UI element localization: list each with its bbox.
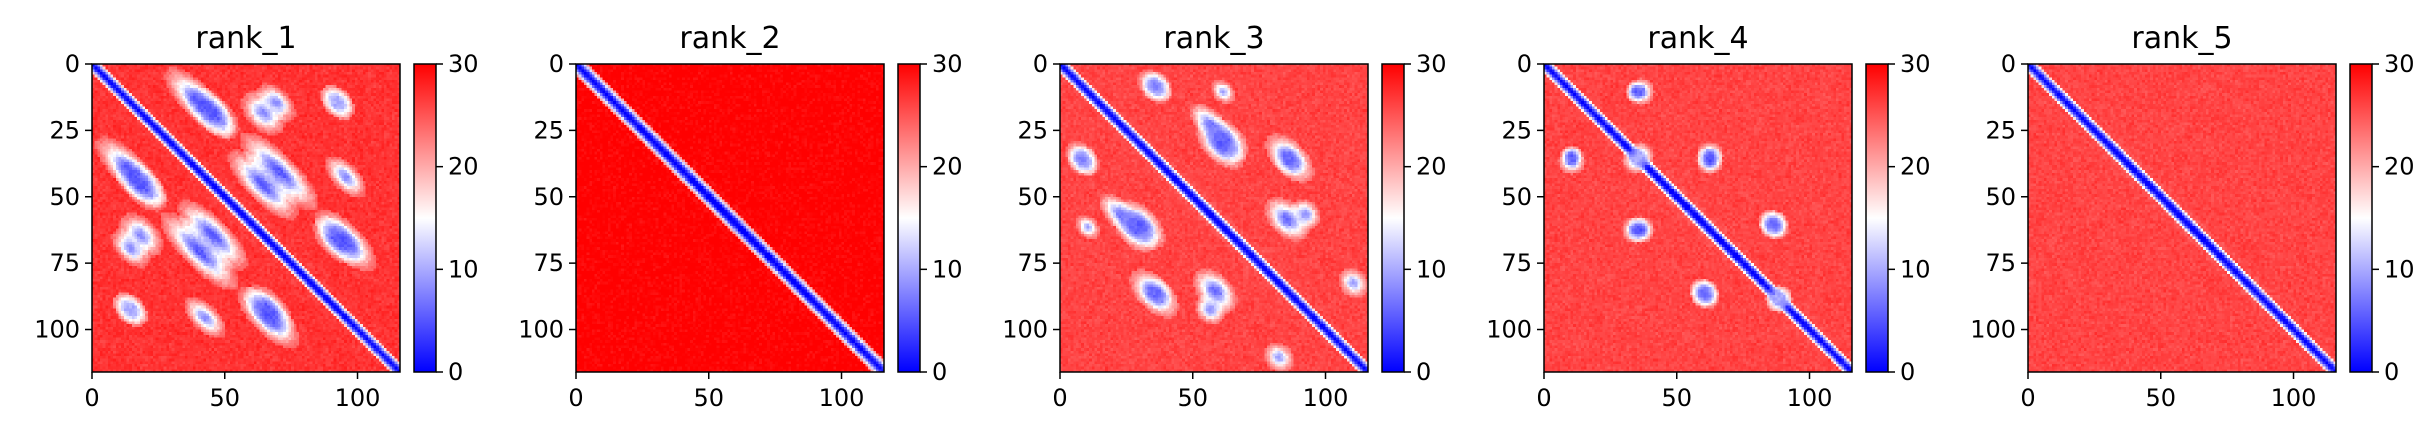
x-tick-label: 0 <box>1052 384 1067 412</box>
x-tick-label: 0 <box>568 384 583 412</box>
y-tick-label: 50 <box>533 183 564 211</box>
plot-frame <box>1059 63 1369 373</box>
y-tick-label: 25 <box>1017 116 1048 144</box>
heatmap-image <box>1060 64 1368 372</box>
heatmap-panel: rank_4 0 50 100 0 25 50 75 100 0 10 20 30 <box>1486 21 1930 412</box>
colorbar <box>1382 64 1404 372</box>
y-tick-label: 75 <box>533 249 564 277</box>
colorbar-tick-label: 0 <box>448 358 463 386</box>
y-tick-label: 75 <box>1017 249 1048 277</box>
y-tick-label: 0 <box>2001 50 2016 78</box>
colorbar-tick-label: 10 <box>448 255 479 283</box>
panel-title: rank_2 <box>679 21 780 56</box>
y-tick-label: 25 <box>1985 116 2016 144</box>
y-tick-label: 25 <box>49 116 80 144</box>
x-tick-label: 50 <box>693 384 724 412</box>
colorbar-tick-label: 30 <box>448 50 479 78</box>
x-tick-label: 100 <box>1303 384 1349 412</box>
panel-title: rank_5 <box>2131 21 2232 56</box>
colorbar-tick-label: 10 <box>1900 255 1931 283</box>
heatmap-panel: rank_2 0 50 100 0 25 50 75 100 0 10 20 30 <box>518 21 962 412</box>
x-tick-label: 100 <box>819 384 865 412</box>
colorbar-tick-label: 20 <box>448 153 479 181</box>
colorbar-tick-label: 10 <box>2384 255 2415 283</box>
colorbar-tick-label: 0 <box>1900 358 1915 386</box>
colorbar-tick-label: 30 <box>1416 50 1447 78</box>
colorbar-tick-label: 10 <box>1416 255 1447 283</box>
plot-frame <box>2027 63 2337 373</box>
y-tick-label: 75 <box>1501 249 1532 277</box>
x-tick-label: 0 <box>1536 384 1551 412</box>
panel-title: rank_1 <box>195 21 296 56</box>
y-tick-label: 50 <box>49 183 80 211</box>
colorbar-tick-label: 30 <box>2384 50 2415 78</box>
plot-frame <box>575 63 885 373</box>
heatmap-image <box>2028 64 2336 372</box>
x-tick-label: 100 <box>2271 384 2317 412</box>
colorbar-frame <box>2349 63 2373 373</box>
colorbar-frame <box>1865 63 1889 373</box>
colorbar-tick-label: 0 <box>2384 358 2399 386</box>
y-tick-label: 75 <box>1985 249 2016 277</box>
colorbar-tick-label: 20 <box>932 153 963 181</box>
y-tick-label: 100 <box>1970 316 2016 344</box>
colorbar <box>2350 64 2372 372</box>
heatmap-image <box>92 64 400 372</box>
heatmap-panel: rank_5 0 50 100 0 25 50 75 100 0 10 20 30 <box>1970 21 2414 412</box>
colorbar-tick-label: 0 <box>932 358 947 386</box>
y-tick-label: 0 <box>1517 50 1532 78</box>
x-tick-label: 50 <box>2145 384 2176 412</box>
plot-frame <box>91 63 401 373</box>
y-tick-label: 100 <box>1486 316 1532 344</box>
colorbar-tick-label: 30 <box>1900 50 1931 78</box>
colorbar-frame <box>897 63 921 373</box>
heatmap-image <box>1544 64 1852 372</box>
x-tick-label: 0 <box>2020 384 2035 412</box>
colorbar-frame <box>1381 63 1405 373</box>
colorbar <box>1866 64 1888 372</box>
colorbar-tick-label: 20 <box>1416 153 1447 181</box>
colorbar-tick-label: 10 <box>932 255 963 283</box>
y-tick-label: 0 <box>65 50 80 78</box>
panel-title: rank_3 <box>1163 21 1264 56</box>
y-tick-label: 50 <box>1985 183 2016 211</box>
x-tick-label: 50 <box>1177 384 1208 412</box>
x-tick-label: 100 <box>1787 384 1833 412</box>
y-tick-label: 25 <box>533 116 564 144</box>
y-tick-label: 50 <box>1501 183 1532 211</box>
y-tick-label: 25 <box>1501 116 1532 144</box>
colorbar-tick-label: 20 <box>1900 153 1931 181</box>
y-tick-label: 75 <box>49 249 80 277</box>
y-tick-label: 100 <box>34 316 80 344</box>
plot-frame <box>1543 63 1853 373</box>
heatmap-panel: rank_1 0 50 100 0 25 50 75 100 0 10 20 30 <box>34 21 478 412</box>
x-tick-label: 0 <box>84 384 99 412</box>
y-tick-label: 50 <box>1017 183 1048 211</box>
colorbar <box>414 64 436 372</box>
x-tick-label: 50 <box>1661 384 1692 412</box>
y-tick-label: 0 <box>1033 50 1048 78</box>
x-tick-label: 50 <box>209 384 240 412</box>
y-tick-label: 0 <box>549 50 564 78</box>
colorbar-frame <box>413 63 437 373</box>
colorbar-tick-label: 20 <box>2384 153 2415 181</box>
heatmap-panel: rank_3 0 50 100 0 25 50 75 100 0 10 20 30 <box>1002 21 1446 412</box>
colorbar-tick-label: 30 <box>932 50 963 78</box>
panel-title: rank_4 <box>1647 21 1748 56</box>
colorbar <box>898 64 920 372</box>
y-tick-label: 100 <box>1002 316 1048 344</box>
y-tick-label: 100 <box>518 316 564 344</box>
x-tick-label: 100 <box>335 384 381 412</box>
colorbar-tick-label: 0 <box>1416 358 1431 386</box>
heatmap-image <box>576 64 884 372</box>
